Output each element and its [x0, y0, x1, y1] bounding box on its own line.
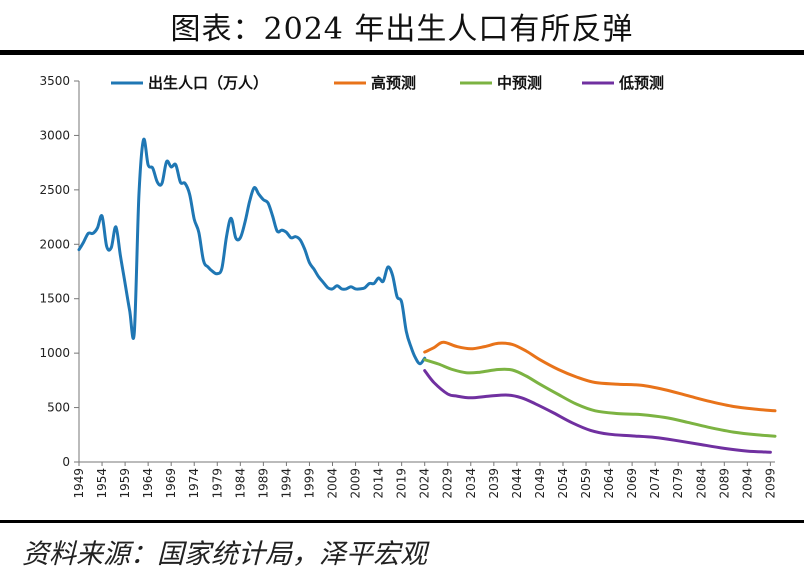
series-lines — [77, 137, 777, 454]
x-tick-label: 1949 — [72, 468, 86, 499]
y-tick-label: 500 — [47, 401, 70, 415]
y-tick-label: 2000 — [39, 237, 70, 251]
x-tick-label: 2074 — [648, 468, 662, 499]
x-tick-label: 2034 — [464, 468, 478, 499]
series-line-high — [423, 340, 777, 413]
legend-label: 低预测 — [618, 74, 664, 92]
series-line-low — [423, 369, 772, 454]
page-title: 图表：2024 年出生人口有所反弹 — [170, 12, 634, 47]
x-tick-label: 1979 — [210, 468, 224, 499]
y-tick-label: 1000 — [39, 346, 70, 360]
x-tick-label: 1994 — [279, 468, 293, 499]
x-tick-label: 1974 — [187, 468, 201, 499]
y-tick-label: 2500 — [39, 183, 70, 197]
x-tick-label: 2089 — [717, 468, 731, 499]
x-tick-label: 2094 — [740, 468, 754, 499]
x-tick-label: 1959 — [118, 468, 132, 499]
x-tick-label: 2029 — [441, 468, 455, 499]
legend-label: 中预测 — [497, 74, 542, 92]
x-tick-label: 2019 — [395, 468, 409, 499]
x-tick-label: 2084 — [694, 468, 708, 499]
y-tick-label: 1500 — [39, 292, 70, 306]
x-tick-label: 2054 — [556, 468, 570, 499]
x-tick-label: 2059 — [579, 468, 593, 499]
y-tick-label: 3000 — [39, 128, 70, 142]
x-tick-label: 1984 — [233, 468, 247, 499]
x-tick-label: 2024 — [418, 468, 432, 499]
x-tick-label: 1969 — [164, 468, 178, 499]
y-tick-label: 0 — [62, 455, 70, 469]
x-tick-label: 1954 — [95, 468, 109, 499]
x-tick-label: 2044 — [510, 468, 524, 499]
x-tick-label: 2004 — [326, 468, 340, 499]
x-tick-label: 2099 — [763, 468, 777, 499]
top-rule — [0, 50, 804, 55]
birth-population-chart: 出生人口（万人） 高预测 中预测 低预测 0 500 1000 1500 2000 2500 30… — [39, 74, 777, 499]
x-tick-label: 1999 — [302, 468, 316, 499]
x-tick-label: 2079 — [671, 468, 685, 499]
x-tick-label: 2064 — [602, 468, 616, 499]
series-line-mid — [423, 358, 777, 438]
x-tick-label: 2014 — [372, 468, 386, 499]
x-tick-label: 2039 — [487, 468, 501, 499]
bottom-rule — [0, 520, 804, 523]
x-tick-label: 2049 — [533, 468, 547, 499]
series-line-births — [77, 137, 427, 366]
source-note: 资料来源：国家统计局，泽平宏观 — [22, 539, 427, 570]
legend-label: 出生人口（万人） — [148, 74, 268, 92]
y-tick-label: 3500 — [39, 74, 70, 88]
legend-label: 高预测 — [371, 74, 416, 92]
x-tick-label: 1964 — [141, 468, 155, 499]
axes: 0 500 1000 1500 2000 2500 3000 3500 1949 1954 1959… — [39, 74, 777, 499]
legend: 出生人口（万人） 高预测 中预测 低预测 — [111, 74, 664, 92]
x-tick-label: 1989 — [256, 468, 270, 499]
x-tick-label: 2009 — [349, 468, 363, 499]
x-tick-label: 2069 — [625, 468, 639, 499]
